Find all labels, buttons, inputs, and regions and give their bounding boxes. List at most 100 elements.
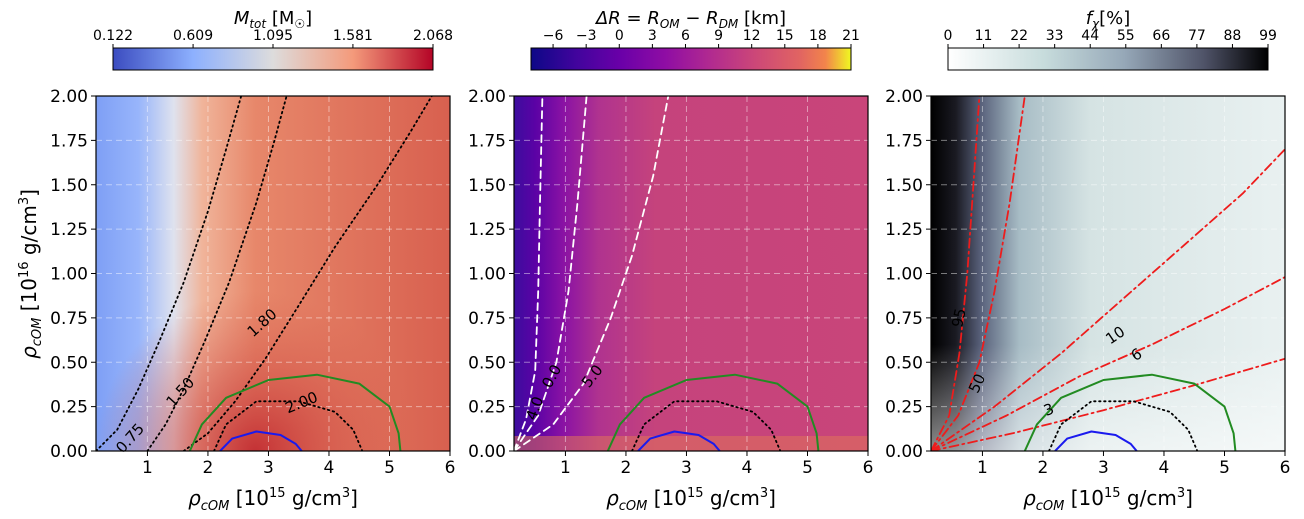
colorbar-tick-label: 12 <box>743 28 761 44</box>
contour-line <box>1048 400 1199 451</box>
colorbar-title-1: ΔR = ROM − RDM [km] <box>594 8 786 31</box>
x-tick-label: 2 <box>203 458 214 478</box>
x-axis-label-1: ρcOM [1015 g/cm3] <box>606 486 776 514</box>
contour-line <box>931 96 981 451</box>
region-boundary <box>1054 430 1138 451</box>
colorbar-tick-label: 1.095 <box>253 28 293 44</box>
x-tick-label: 6 <box>1280 458 1291 478</box>
colorbar-tick-label: 33 <box>1046 28 1064 44</box>
y-tick-label: 1.75 <box>50 131 88 151</box>
y-tick-label: 1.00 <box>50 265 88 285</box>
colorbar <box>947 47 1269 71</box>
contour-line <box>146 96 288 451</box>
contour-line <box>514 96 544 451</box>
x-tick-label: 4 <box>1159 458 1170 478</box>
x-tick-label: 6 <box>863 458 874 478</box>
y-tick-label: 2.00 <box>50 87 88 107</box>
y-tick-label: 0.75 <box>885 309 923 329</box>
y-tick-label: 1.25 <box>468 220 506 240</box>
colorbar-tick-label: 2.068 <box>413 28 453 44</box>
region-boundary <box>219 430 303 451</box>
colorbar-tick-label: −3 <box>576 28 597 44</box>
colorbar-tick-label: 88 <box>1224 28 1242 44</box>
colorbar-title-2: fχ[%] <box>1086 8 1131 31</box>
contour-line <box>931 276 1285 451</box>
colorbar-tick-label: 0.122 <box>93 28 133 44</box>
x-tick-label: 1 <box>560 458 571 478</box>
contour-line <box>631 400 782 451</box>
y-tick-label: 0.50 <box>468 353 506 373</box>
colorbar-tick-label: 77 <box>1188 28 1206 44</box>
y-axis-label: ρcOM [1016 g/cm3] <box>17 189 45 359</box>
y-tick-label: 0.50 <box>50 353 88 373</box>
contour-line <box>182 96 433 451</box>
colorbar-tick-label: 11 <box>975 28 993 44</box>
contour-line <box>213 400 364 451</box>
y-tick-label: 1.50 <box>885 176 923 196</box>
contour-line <box>931 96 1026 451</box>
y-tick-label: 0.25 <box>885 398 923 418</box>
colorbar-tick-label: 0 <box>944 28 953 44</box>
colorbar-tick-label: 15 <box>776 28 794 44</box>
colorbar <box>530 47 852 71</box>
y-tick-label: 1.50 <box>468 176 506 196</box>
region-boundary <box>606 373 820 451</box>
contour-line <box>931 357 1285 451</box>
colorbar-tick-label: 22 <box>1010 28 1028 44</box>
y-tick-label: 1.75 <box>468 131 506 151</box>
x-axis-label-0: ρcOM [1015 g/cm3] <box>188 486 358 514</box>
x-tick-label: 5 <box>384 458 395 478</box>
x-tick-label: 4 <box>742 458 753 478</box>
colorbar-title-0: Mtot [M☉] <box>234 8 312 31</box>
y-tick-label: 0.00 <box>50 442 88 462</box>
region-boundary <box>637 430 721 451</box>
x-tick-label: 5 <box>1219 458 1230 478</box>
x-tick-label: 2 <box>1038 458 1049 478</box>
colorbar <box>112 47 434 71</box>
contour-line <box>514 96 670 451</box>
y-tick-label: 0.00 <box>468 442 506 462</box>
y-tick-label: 2.00 <box>885 87 923 107</box>
x-tick-label: 2 <box>621 458 632 478</box>
contour-line <box>96 96 243 451</box>
colorbar-tick-label: 44 <box>1081 28 1099 44</box>
x-tick-label: 5 <box>802 458 813 478</box>
colorbar-tick-label: 3 <box>648 28 657 44</box>
region-boundary <box>1023 373 1237 451</box>
x-axis-label-2: ρcOM [1015 g/cm3] <box>1023 486 1193 514</box>
y-tick-label: 0.25 <box>50 398 88 418</box>
contour-label: 95 <box>948 307 970 329</box>
y-tick-label: 0.25 <box>468 398 506 418</box>
contour-line <box>514 96 588 451</box>
x-tick-label: 3 <box>263 458 274 478</box>
contour-line <box>931 148 1285 451</box>
colorbar-tick-label: 18 <box>809 28 827 44</box>
x-tick-label: 1 <box>142 458 153 478</box>
colorbar-tick-label: 6 <box>681 28 690 44</box>
y-tick-label: 1.25 <box>885 220 923 240</box>
y-tick-label: 1.00 <box>468 265 506 285</box>
y-tick-label: 1.25 <box>50 220 88 240</box>
colorbar-tick-label: −6 <box>543 28 564 44</box>
y-tick-label: 1.50 <box>50 176 88 196</box>
colorbar-tick-label: 1.581 <box>333 28 373 44</box>
colorbar-tick-label: 21 <box>842 28 860 44</box>
colorbar-tick-label: 99 <box>1259 28 1277 44</box>
x-tick-label: 6 <box>445 458 456 478</box>
x-tick-label: 1 <box>977 458 988 478</box>
region-boundary <box>188 373 402 451</box>
colorbar-tick-label: 0 <box>615 28 624 44</box>
y-tick-label: 0.50 <box>885 353 923 373</box>
y-tick-label: 0.75 <box>50 309 88 329</box>
y-tick-label: 2.00 <box>468 87 506 107</box>
y-tick-label: 1.00 <box>885 265 923 285</box>
colorbar-tick-label: 0.609 <box>173 28 213 44</box>
x-tick-label: 3 <box>681 458 692 478</box>
colorbar-tick-label: 66 <box>1152 28 1170 44</box>
x-tick-label: 4 <box>324 458 335 478</box>
y-tick-label: 0.00 <box>885 442 923 462</box>
